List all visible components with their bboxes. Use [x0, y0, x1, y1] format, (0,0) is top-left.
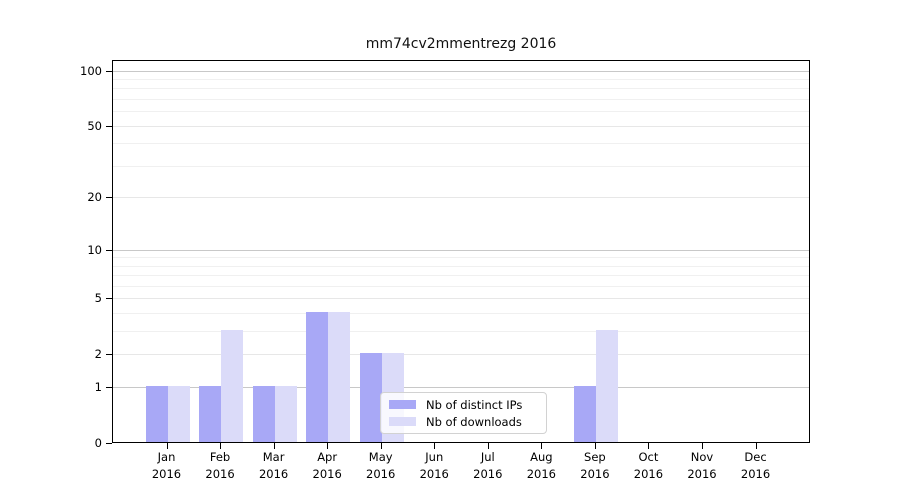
x-tick-aug-2016	[541, 443, 543, 449]
y-tick-20	[106, 197, 112, 199]
gridline-2	[113, 354, 809, 356]
y-tick-2	[106, 354, 112, 356]
x-tick-label-may-2016: May 2016	[366, 450, 396, 481]
bar-nb-of-downloads-feb-2016	[221, 330, 244, 442]
x-tick-jul-2016	[487, 443, 489, 449]
gridline-80	[113, 88, 809, 90]
y-tick-0	[106, 443, 112, 444]
x-tick-label-jan-2016: Jan 2016	[151, 450, 182, 481]
legend-swatch-distinct-ips	[389, 400, 416, 409]
legend-label-downloads: Nb of downloads	[426, 414, 522, 429]
bar-nb-of-distinct-ips-mar-2016	[252, 386, 275, 442]
x-tick-sep-2016	[594, 443, 596, 449]
x-tick-mar-2016	[273, 443, 275, 449]
y-tick-5	[106, 298, 112, 300]
x-tick-label-nov-2016: Nov 2016	[687, 450, 717, 481]
y-tick-50	[106, 125, 112, 127]
legend-swatch-downloads	[389, 417, 416, 426]
x-tick-jun-2016	[434, 443, 436, 449]
bar-nb-of-downloads-sep-2016	[595, 330, 618, 442]
y-tick-label-0: 0	[94, 436, 102, 450]
gridline-3	[113, 331, 809, 333]
x-tick-feb-2016	[220, 443, 222, 449]
x-tick-nov-2016	[702, 443, 703, 449]
gridline-10	[113, 249, 809, 251]
legend: Nb of distinct IPs Nb of downloads	[380, 392, 547, 434]
bar-nb-of-distinct-ips-apr-2016	[306, 312, 329, 442]
gridline-90	[113, 79, 809, 80]
gridline-4	[113, 313, 809, 315]
x-tick-label-aug-2016: Aug 2016	[526, 450, 556, 481]
y-tick-label-100: 100	[80, 63, 102, 78]
gridline-50	[113, 125, 809, 127]
y-tick-label-10: 10	[87, 242, 102, 257]
gridline-20	[113, 197, 809, 199]
x-tick-label-mar-2016: Mar 2016	[258, 450, 289, 481]
gridline-40	[113, 143, 809, 145]
gridline-6	[113, 285, 809, 287]
legend-label-distinct-ips: Nb of distinct IPs	[426, 397, 523, 412]
legend-item-downloads: Nb of downloads	[389, 415, 538, 429]
gridline-1	[113, 387, 809, 389]
y-tick-label-50: 50	[87, 118, 102, 133]
legend-item-distinct-ips: Nb of distinct IPs	[389, 398, 538, 412]
x-tick-apr-2016	[327, 443, 329, 449]
y-tick-label-5: 5	[94, 291, 102, 306]
y-tick-label-2: 2	[94, 347, 102, 362]
x-tick-label-jun-2016: Jun 2016	[419, 450, 449, 481]
y-tick-label-1: 1	[94, 380, 102, 395]
x-tick-jan-2016	[166, 443, 168, 449]
gridline-9	[113, 257, 809, 259]
x-tick-label-sep-2016: Sep 2016	[580, 450, 610, 481]
x-tick-label-dec-2016: Dec 2016	[740, 450, 771, 481]
bar-nb-of-downloads-mar-2016	[274, 386, 297, 442]
gridline-8	[113, 265, 809, 267]
bar-nb-of-downloads-jan-2016	[167, 386, 190, 442]
gridline-70	[113, 99, 809, 101]
gridline-100	[113, 70, 809, 72]
x-tick-label-jul-2016: Jul 2016	[473, 450, 503, 481]
bar-nb-of-distinct-ips-sep-2016	[573, 386, 596, 442]
bar-nb-of-distinct-ips-jan-2016	[145, 386, 168, 442]
gridline-5	[113, 298, 809, 300]
y-tick-10	[106, 249, 112, 251]
bar-nb-of-distinct-ips-may-2016	[359, 353, 382, 442]
x-tick-label-oct-2016: Oct 2016	[633, 450, 664, 481]
x-tick-oct-2016	[648, 443, 650, 449]
x-tick-label-apr-2016: Apr 2016	[312, 450, 342, 481]
y-tick-label-20: 20	[87, 190, 102, 205]
x-tick-label-feb-2016: Feb 2016	[205, 450, 235, 481]
y-tick-1	[106, 387, 112, 389]
chart-title: mm74cv2mmentrezg 2016	[365, 36, 557, 52]
x-tick-dec-2016	[755, 443, 757, 449]
bar-nb-of-distinct-ips-feb-2016	[199, 386, 222, 442]
gridline-7	[113, 275, 809, 277]
gridline-30	[113, 165, 809, 167]
y-tick-100	[106, 70, 112, 72]
plot-area	[112, 60, 810, 443]
bar-nb-of-downloads-apr-2016	[328, 312, 351, 442]
x-tick-may-2016	[380, 443, 382, 449]
gridline-60	[113, 111, 809, 113]
